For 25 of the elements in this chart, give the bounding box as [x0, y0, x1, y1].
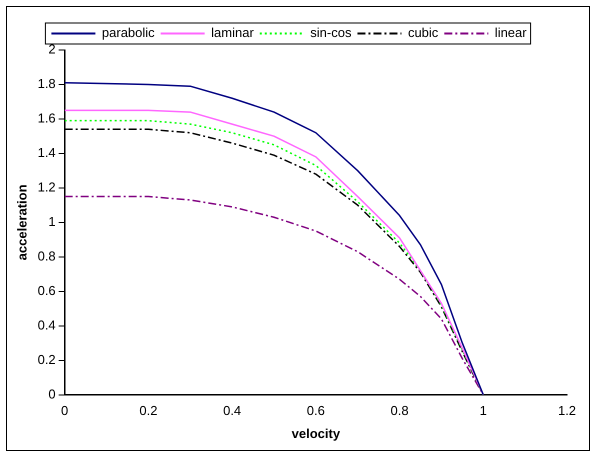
y-tick-label: 0.8 — [38, 248, 56, 264]
y-tick-label: 1.8 — [38, 76, 56, 92]
x-tick-label: 0 — [61, 403, 68, 418]
x-tick-label: 0.8 — [390, 403, 409, 418]
y-tick-label: 0 — [48, 386, 56, 402]
y-tick-label: 1.2 — [38, 180, 56, 194]
x-tick-label: 0.4 — [223, 403, 242, 418]
y-tick-label: 0.4 — [38, 317, 56, 332]
legend-label: laminar — [211, 25, 254, 40]
x-tick-label: 1 — [480, 403, 487, 418]
legend-label: linear — [494, 25, 528, 40]
x-tick-label: 0.2 — [139, 403, 158, 418]
legend-label: parabolic — [102, 25, 156, 40]
x-tick-label: 1.2 — [558, 403, 576, 418]
y-axis-title: acceleration — [14, 184, 30, 260]
y-tick-label: 2 — [48, 42, 56, 57]
y-tick-label: 1 — [48, 214, 56, 229]
y-tick-label: 1.4 — [38, 145, 56, 160]
legend-label: cubic — [408, 25, 439, 40]
x-axis-title: velocity — [292, 426, 341, 441]
y-tick-label: 0.2 — [38, 352, 56, 367]
legend-label: sin-cos — [310, 25, 352, 40]
x-tick-label: 0.6 — [306, 403, 325, 418]
y-tick-label: 1.6 — [38, 110, 56, 126]
y-tick-label: 0.6 — [38, 282, 56, 298]
